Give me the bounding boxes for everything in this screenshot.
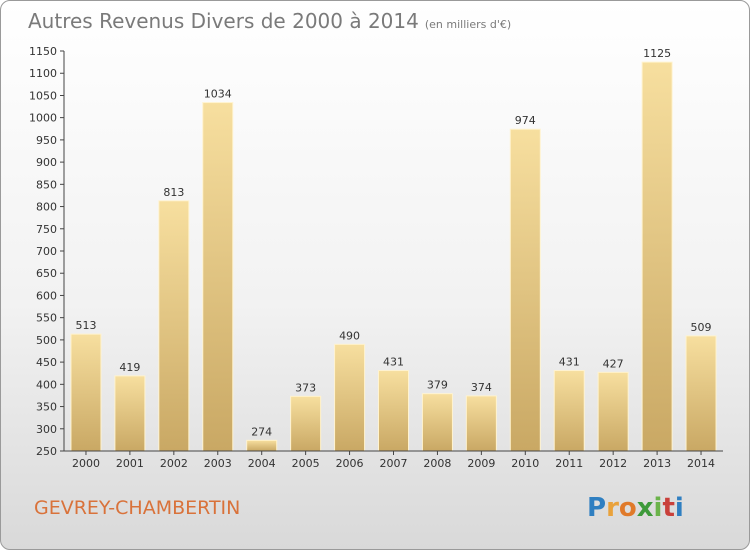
y-tick-label: 900 (36, 156, 57, 169)
value-label-2012: 427 (603, 357, 624, 370)
bar-2012 (597, 371, 629, 452)
chart-title: Autres Revenus Divers de 2000 à 2014 (en … (28, 9, 511, 33)
x-tick-label-2010: 2010 (511, 457, 539, 470)
value-label-2003: 1034 (204, 88, 232, 101)
x-tick-label-2001: 2001 (116, 457, 144, 470)
bar-2010 (509, 128, 541, 452)
value-label-2002: 813 (163, 186, 184, 199)
x-tick-label-2009: 2009 (467, 457, 495, 470)
bar-2008 (421, 393, 453, 452)
x-tick-label-2000: 2000 (72, 457, 100, 470)
bar-2004 (246, 439, 278, 452)
y-tick-label: 700 (36, 245, 57, 258)
value-label-2011: 431 (559, 356, 580, 369)
x-tick-label-2006: 2006 (336, 457, 364, 470)
y-tick-label: 350 (36, 401, 57, 414)
proxiti-logo: Proxiti (587, 493, 684, 523)
y-tick-label: 1050 (29, 89, 57, 102)
y-tick-label: 1150 (29, 45, 57, 58)
x-tick-label-2012: 2012 (599, 457, 627, 470)
y-tick-label: 1000 (29, 112, 57, 125)
value-label-2008: 379 (427, 379, 448, 392)
value-label-2014: 509 (691, 321, 712, 334)
x-tick-label-2005: 2005 (292, 457, 320, 470)
y-tick-label: 950 (36, 134, 57, 147)
value-label-2000: 513 (75, 319, 96, 332)
x-tick-label-2004: 2004 (248, 457, 276, 470)
y-tick-label: 750 (36, 223, 57, 236)
x-tick-label-2008: 2008 (423, 457, 451, 470)
y-tick-label: 600 (36, 289, 57, 302)
y-tick-label: 250 (36, 445, 57, 458)
value-label-2007: 431 (383, 356, 404, 369)
bar-2009 (465, 395, 497, 452)
bar-2013 (641, 61, 673, 452)
chart-subtitle: (en milliers d'€) (424, 18, 512, 31)
bar-2014 (685, 335, 717, 452)
bar-2000 (70, 333, 102, 452)
x-tick-label-2011: 2011 (555, 457, 583, 470)
value-label-2004: 274 (251, 425, 272, 438)
x-tick-label-2014: 2014 (687, 457, 715, 470)
bar-2007 (378, 370, 409, 452)
value-label-2013: 1125 (643, 47, 671, 60)
place-name: GEVREY-CHAMBERTIN (34, 497, 241, 519)
y-tick-label: 300 (36, 423, 57, 436)
bar-2003 (202, 102, 234, 452)
y-tick-label: 500 (36, 334, 57, 347)
value-label-2009: 374 (471, 381, 492, 394)
bar-2011 (553, 370, 585, 452)
y-tick-label: 650 (36, 267, 57, 280)
value-label-2005: 373 (295, 381, 316, 394)
bar-2002 (158, 200, 190, 452)
svg-text:Proxiti: Proxiti (587, 493, 684, 523)
x-tick-label-2007: 2007 (380, 457, 408, 470)
y-tick-label: 550 (36, 312, 57, 325)
chart-title-text: Autres Revenus Divers de 2000 à 2014 (28, 9, 419, 33)
y-tick-label: 450 (36, 356, 57, 369)
x-tick-label-2013: 2013 (643, 457, 671, 470)
x-tick-label-2002: 2002 (160, 457, 188, 470)
y-tick-label: 800 (36, 201, 57, 214)
y-tick-label: 400 (36, 378, 57, 391)
value-label-2001: 419 (119, 361, 140, 374)
value-label-2006: 490 (339, 329, 360, 342)
bar-2006 (334, 343, 366, 452)
y-tick-label: 850 (36, 178, 57, 191)
bar-2005 (290, 395, 322, 452)
y-tick-label: 1100 (29, 67, 57, 80)
x-tick-label-2003: 2003 (204, 457, 232, 470)
value-label-2010: 974 (515, 114, 536, 127)
bar-2001 (114, 375, 146, 452)
